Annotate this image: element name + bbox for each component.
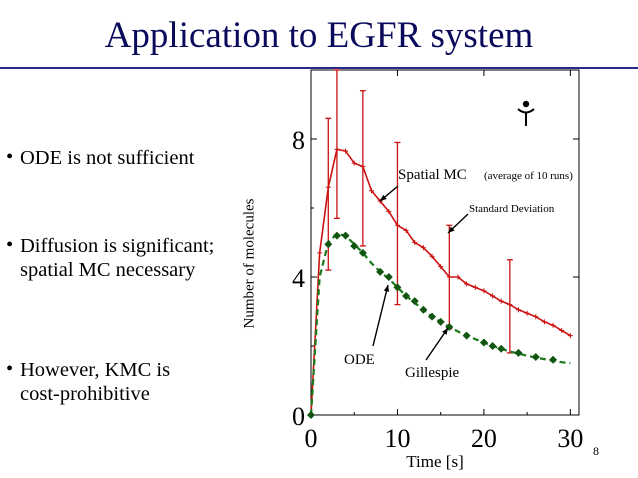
x-axis-label: Time [s] (406, 452, 464, 471)
gillespie-marker (462, 331, 471, 340)
gillespie-marker (428, 312, 437, 321)
y-tick-label: 8 (292, 126, 305, 155)
spatial-mc-label: Spatial MC (398, 167, 467, 183)
spatial-mc-arrow-head (380, 194, 387, 201)
title-divider (0, 67, 638, 69)
bullet-marker: • (6, 358, 14, 380)
ode-arrow (372, 284, 389, 347)
bio-molecule-icon (517, 100, 535, 126)
ode-arrow-head (383, 285, 390, 292)
ode-label: ODE (344, 352, 375, 368)
gillespie-marker (332, 231, 341, 240)
gillespie-marker (531, 353, 540, 362)
gillespie-marker (376, 267, 385, 276)
gillespie-marker (350, 241, 359, 250)
page-number: 8 (593, 444, 599, 458)
std-dev-label: Standard Deviation (469, 203, 555, 215)
bullet-marker: • (6, 146, 14, 168)
gillespie-marker (479, 338, 488, 347)
gillespie-marker (549, 355, 558, 364)
bullet-marker: • (6, 234, 14, 256)
gillespie-marker (324, 240, 333, 249)
y-tick-label: 0 (292, 402, 305, 431)
bullet-text: ODE is not sufficient (20, 147, 195, 169)
gillespie-marker (358, 248, 367, 257)
gillespie-arrow-head (442, 328, 448, 335)
gillespie-label: Gillespie (405, 365, 459, 381)
gillespie-marker (419, 305, 428, 314)
bullet-text: However, KMC is cost-prohibitive (20, 359, 171, 405)
spatial-mc-note: (average of 10 runs) (484, 170, 573, 182)
x-tick-label: 30 (557, 424, 583, 453)
gillespie-arrow (425, 327, 449, 361)
gillespie-marker (307, 411, 315, 419)
gillespie-marker (514, 348, 523, 357)
y-axis-label: Number of molecules (241, 198, 258, 329)
gillespie-marker (402, 291, 411, 300)
x-tick-label: 20 (471, 424, 497, 453)
gillespie-marker (341, 231, 350, 240)
gillespie-marker (488, 342, 497, 350)
gillespie-marker (410, 297, 419, 306)
gillespie-marker (436, 317, 445, 326)
x-tick-label: 10 (384, 424, 410, 453)
gillespie-marker (393, 283, 402, 292)
plot-frame (310, 69, 580, 416)
gillespie-marker (384, 273, 393, 281)
slide-title: Application to EGFR system (104, 15, 534, 56)
std-dev-arrow-head (448, 226, 455, 233)
y-tick-label: 4 (292, 264, 305, 293)
gillespie-marker (497, 344, 506, 353)
bullet-text: Diffusion is significant; spatial MC nec… (20, 235, 215, 281)
x-tick-label: 0 (305, 424, 318, 453)
